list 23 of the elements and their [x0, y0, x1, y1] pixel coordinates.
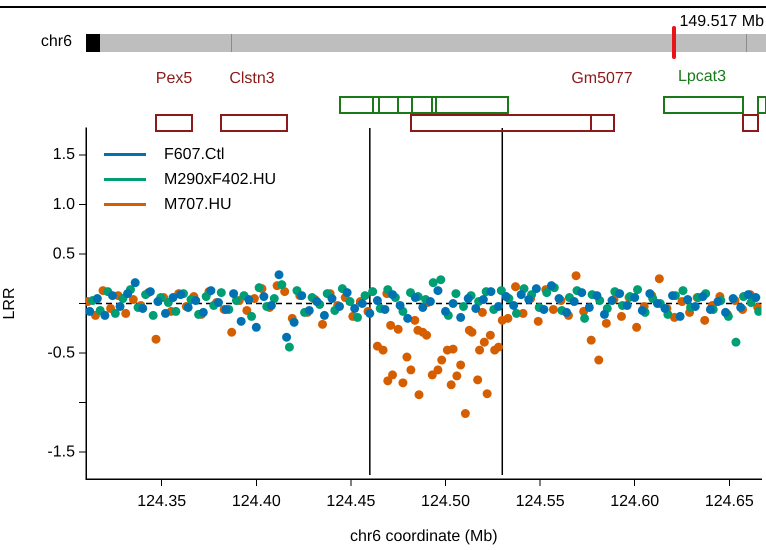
y-tick-label: 1.5: [52, 146, 76, 164]
x-tick-label: 124.50: [421, 493, 470, 510]
text: Lpcat3: [678, 68, 726, 85]
text: Gm5077: [571, 70, 633, 87]
legend-label: M290xF402.HU: [164, 170, 276, 188]
y-tick-label: 1.0: [52, 196, 76, 213]
y-axis-title: LRR: [1, 287, 18, 320]
y-tick-label: -0.5: [47, 344, 76, 362]
x-tick-label: 124.65: [704, 493, 754, 510]
y-tick-label: 0.5: [52, 245, 76, 262]
text: chr6: [40, 33, 72, 50]
x-tick-label: 124.60: [610, 493, 660, 510]
text: Clstn3: [229, 70, 275, 87]
x-axis-title: chr6 coordinate (Mb): [350, 528, 498, 545]
x-tick-label: 124.40: [232, 493, 281, 510]
x-tick-label: 124.55: [516, 493, 565, 510]
legend-label: M707.HU: [164, 196, 232, 214]
x-tick-label: 124.35: [137, 493, 186, 510]
y-tick-label: -1.5: [47, 444, 76, 461]
text: Pex5: [156, 70, 192, 87]
legend-label: F607.Ctl: [164, 146, 224, 164]
text: 149.517 Mb: [679, 13, 764, 30]
x-tick-label: 124.45: [326, 493, 376, 510]
